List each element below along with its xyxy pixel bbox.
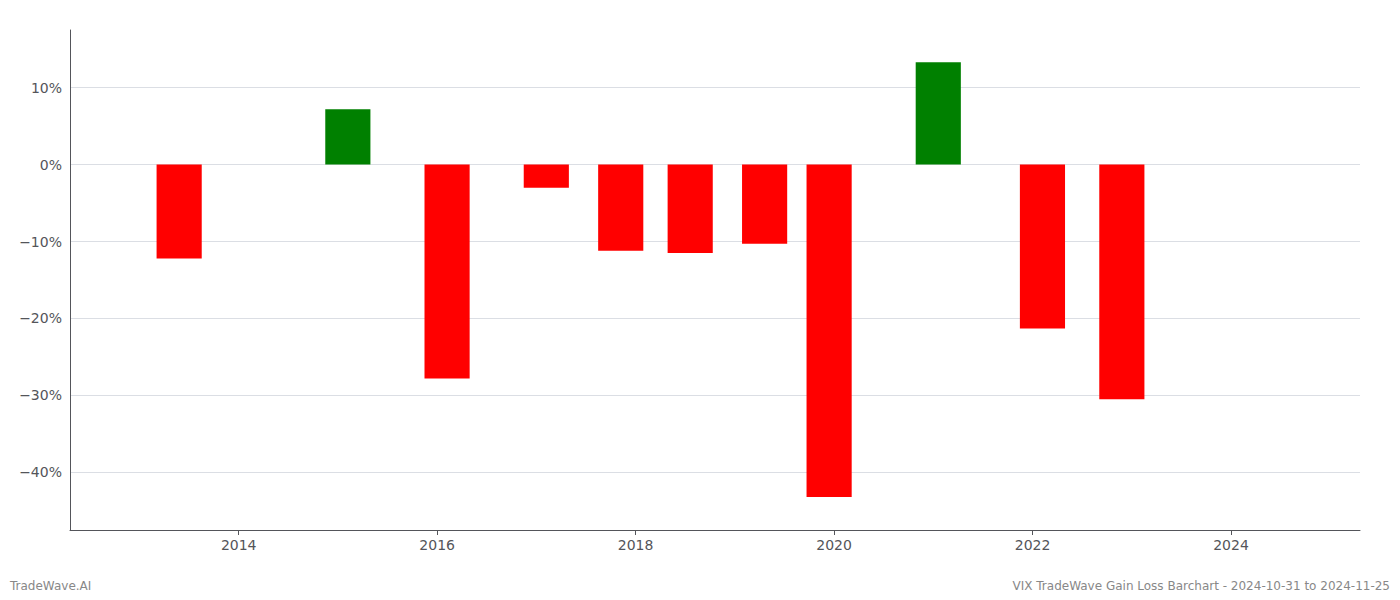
svg-text:2016: 2016	[419, 537, 455, 553]
svg-text:−30%: −30%	[19, 387, 62, 403]
svg-text:−20%: −20%	[19, 310, 62, 326]
svg-text:2014: 2014	[221, 537, 257, 553]
svg-text:VIX TradeWave Gain Loss Barcha: VIX TradeWave Gain Loss Barchart - 2024-…	[1013, 579, 1390, 593]
svg-text:2020: 2020	[816, 537, 852, 553]
svg-text:−10%: −10%	[19, 234, 62, 250]
svg-text:2024: 2024	[1213, 537, 1249, 553]
svg-text:10%: 10%	[31, 80, 62, 96]
svg-text:0%: 0%	[40, 157, 62, 173]
svg-text:2022: 2022	[1015, 537, 1051, 553]
svg-text:TradeWave.AI: TradeWave.AI	[9, 579, 91, 593]
svg-text:−40%: −40%	[19, 464, 62, 480]
svg-text:2018: 2018	[618, 537, 654, 553]
